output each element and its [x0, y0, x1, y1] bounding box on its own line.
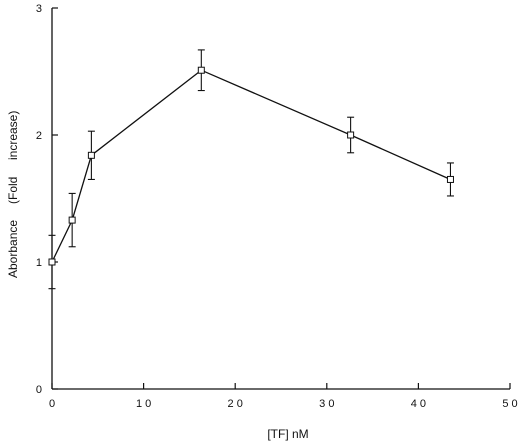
error-bars	[48, 49, 454, 290]
y-axis-title-part-1: Aborbance	[6, 220, 20, 278]
x-tick-label: 3 0	[319, 398, 334, 410]
ticks	[51, 7, 511, 390]
axes	[51, 8, 510, 390]
tick-labels: 0 1 2 3 0 1 0 2 0 3 0 4 0 5 0	[36, 3, 518, 410]
data-point-marker	[197, 66, 205, 74]
series-line	[51, 69, 451, 263]
y-tick-label: 0	[36, 384, 42, 396]
data-point-marker	[347, 131, 355, 139]
x-axis-title: [TF] nM	[267, 427, 308, 441]
x-tick-label: 5 0	[502, 398, 517, 410]
y-axis-title-part-3: increase)	[6, 111, 20, 160]
x-tick-label: 1 0	[136, 398, 151, 410]
y-tick-label: 3	[36, 3, 42, 15]
data-point-marker	[446, 175, 454, 183]
markers	[48, 66, 454, 266]
x-tick-label: 2 0	[228, 398, 243, 410]
x-tick-label: 0	[49, 398, 55, 410]
y-axis-title: Aborbance (Fold increase)	[6, 111, 20, 278]
y-tick-label: 1	[36, 257, 42, 269]
data-point-marker	[48, 258, 56, 266]
x-tick-label: 4 0	[411, 398, 426, 410]
y-axis-title-part-2: (Fold	[6, 177, 20, 204]
data-point-marker	[87, 151, 95, 159]
data-point-marker	[68, 216, 76, 224]
y-tick-label: 2	[36, 130, 42, 142]
